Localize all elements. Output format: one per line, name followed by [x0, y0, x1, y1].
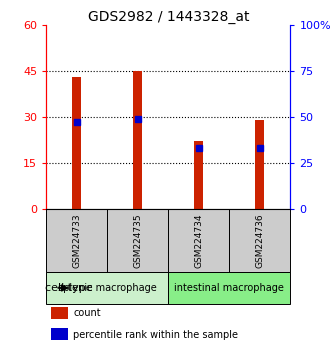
Text: cell type: cell type: [45, 283, 93, 293]
Text: GSM224733: GSM224733: [72, 213, 81, 268]
Bar: [72, 77, 81, 209]
Text: splenic macrophage: splenic macrophage: [58, 283, 157, 293]
Bar: [107, 209, 168, 272]
Text: percentile rank within the sample: percentile rank within the sample: [73, 330, 238, 340]
Text: GSM224735: GSM224735: [133, 213, 142, 268]
Text: count: count: [73, 308, 101, 318]
Text: GSM224734: GSM224734: [194, 213, 203, 268]
Bar: [46, 272, 168, 304]
Bar: [255, 120, 264, 209]
Bar: [229, 209, 290, 272]
Bar: [194, 141, 203, 209]
Bar: [46, 209, 107, 272]
Text: intestinal macrophage: intestinal macrophage: [175, 283, 284, 293]
Bar: [168, 272, 290, 304]
Title: GDS2982 / 1443328_at: GDS2982 / 1443328_at: [87, 10, 249, 24]
Bar: [51, 329, 68, 341]
Bar: [168, 209, 229, 272]
Bar: [133, 71, 142, 209]
Bar: [51, 307, 68, 319]
Text: GSM224736: GSM224736: [255, 213, 264, 268]
